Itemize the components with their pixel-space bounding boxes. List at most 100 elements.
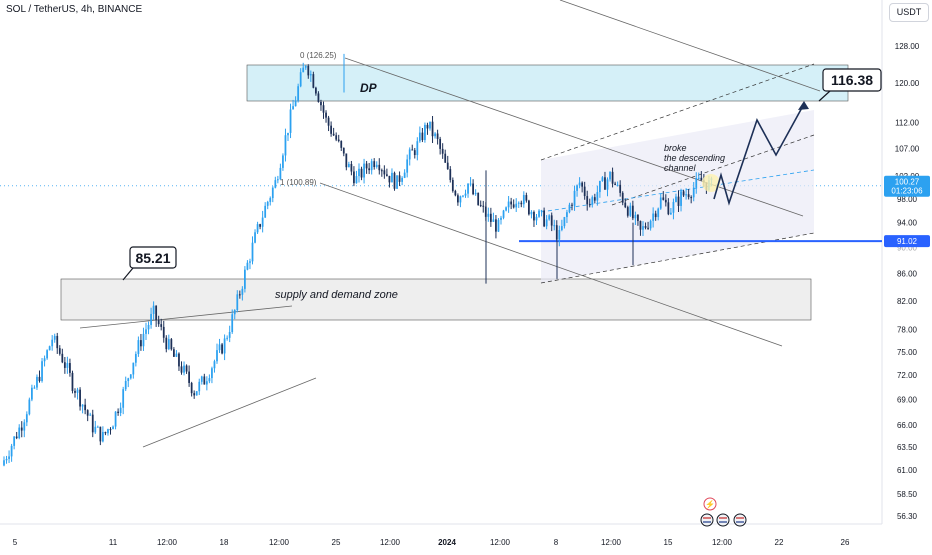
candle-body — [649, 220, 652, 229]
candle-body — [512, 204, 515, 208]
candle-body — [89, 414, 92, 416]
candle-body — [231, 314, 234, 332]
candle-body — [457, 195, 459, 203]
candle-body — [672, 201, 675, 213]
candle-body — [140, 340, 142, 347]
candle-body — [690, 197, 693, 199]
candle-body — [325, 112, 327, 118]
candle-body — [386, 174, 388, 176]
candle-body — [411, 149, 414, 151]
candle-body — [134, 354, 137, 363]
flag-us-icon — [700, 513, 714, 527]
candle-body — [670, 212, 672, 215]
candle-body — [619, 184, 622, 193]
candle-body — [170, 339, 173, 350]
projection-path — [713, 103, 805, 206]
candle-body — [238, 294, 241, 296]
candle-body — [555, 225, 558, 240]
candle-body — [66, 363, 69, 368]
x-tick-label: 2024 — [438, 538, 456, 547]
y-tick-label: 58.50 — [897, 490, 918, 499]
candle-body — [198, 381, 201, 392]
candle-body — [53, 335, 56, 340]
candle-body — [117, 411, 119, 413]
currency-button[interactable]: USDT — [889, 3, 929, 22]
candle-body — [469, 183, 472, 185]
fib-top-label: 0 (126.25) — [300, 51, 337, 60]
dp-zone — [246, 64, 849, 102]
candle-body — [434, 133, 436, 137]
y-tick-label: 78.00 — [897, 325, 918, 334]
candle-body — [61, 353, 64, 363]
candle-body — [259, 224, 261, 227]
candle-body — [81, 404, 84, 407]
supply-zone-label: supply and demand zone — [275, 289, 398, 301]
y-tick-label: 120.00 — [895, 79, 920, 88]
current-price-value: 100.27 — [895, 178, 920, 187]
y-tick-label: 56.30 — [897, 512, 918, 521]
callout-low-pointer — [122, 267, 134, 281]
candle-body — [137, 340, 140, 355]
candle-body — [18, 427, 21, 439]
level-price-value: 91.02 — [897, 237, 918, 246]
lightning-icon: ⚡ — [705, 499, 715, 509]
candle-body — [152, 305, 155, 314]
candle-body — [107, 429, 109, 434]
candle-body — [15, 436, 18, 439]
candle-body — [662, 197, 665, 200]
candle-body — [664, 199, 667, 203]
candle-body — [677, 196, 680, 206]
candle-body — [297, 86, 300, 101]
y-tick-label: 82.00 — [897, 297, 918, 306]
breakout-highlight — [702, 174, 720, 192]
callout-high-pointer — [818, 90, 831, 102]
candle-body — [520, 202, 523, 205]
candle-body — [424, 124, 426, 141]
symbol-title: SOL / TetherUS, 4h, BINANCE — [6, 4, 143, 15]
x-tick-label: 12:00 — [157, 538, 178, 547]
candle-body — [515, 203, 518, 208]
candle-body — [360, 168, 363, 178]
candle-body — [441, 148, 444, 154]
candle-body — [190, 382, 193, 394]
candle-body — [421, 132, 424, 141]
candle-body — [467, 183, 469, 194]
candle-body — [538, 210, 540, 217]
candle-body — [63, 362, 66, 368]
candle-body — [365, 163, 368, 169]
flag-us-icon — [716, 513, 730, 527]
current-price-badge — [884, 175, 930, 197]
candle-body — [315, 87, 317, 94]
candle-body — [685, 194, 687, 196]
candle-body — [175, 353, 178, 357]
y-tick-label: 72.00 — [897, 371, 918, 380]
candle-body — [160, 324, 163, 327]
candle-body — [91, 414, 94, 433]
candle-body — [284, 135, 287, 156]
y-tick-label: 112.00 — [895, 118, 919, 127]
candle-body — [96, 426, 99, 428]
candle-body — [241, 288, 244, 295]
candle-body — [626, 207, 629, 216]
candle-body — [444, 153, 447, 163]
candle-body — [25, 414, 28, 423]
y-tick-label: 66.00 — [897, 421, 918, 430]
x-tick-label: 12:00 — [712, 538, 733, 547]
candle-body — [550, 215, 553, 226]
candle-body — [507, 201, 510, 208]
candle-body — [687, 194, 690, 198]
candle-body — [548, 215, 551, 220]
y-tick-label: 69.00 — [897, 396, 918, 405]
candle-body — [162, 326, 165, 338]
candle-body — [13, 436, 16, 446]
candle-body — [401, 177, 403, 182]
candle-body — [200, 376, 203, 382]
candle-body — [178, 353, 180, 367]
candle-body — [10, 445, 13, 457]
candle-body — [578, 182, 581, 186]
candle-body — [31, 387, 33, 400]
candle-body — [183, 365, 185, 373]
candle-body — [43, 358, 46, 362]
